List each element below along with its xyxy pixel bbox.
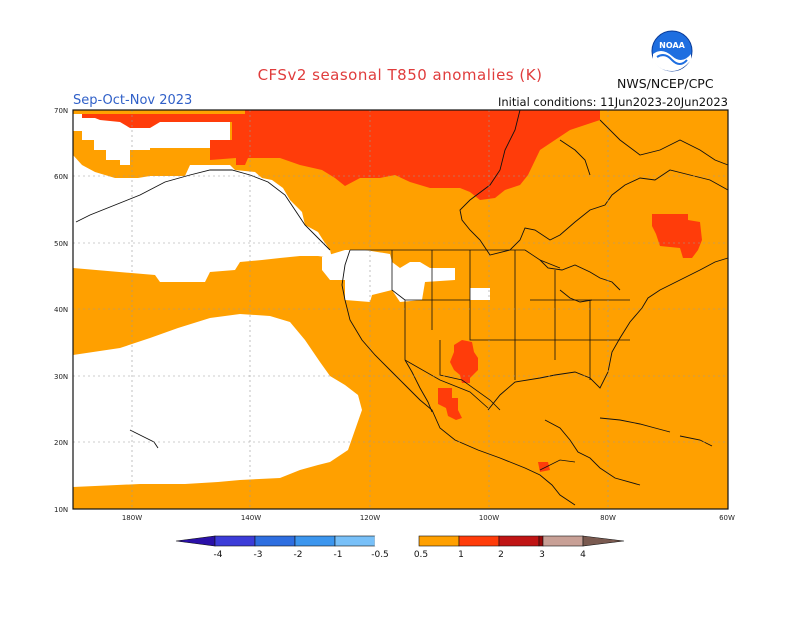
colorbar-segment <box>582 535 625 547</box>
logo-text: NOAA <box>659 41 685 50</box>
colorbar-label: 0.5 <box>414 550 428 560</box>
agency-label: NWS/NCEP/CPC <box>617 76 714 91</box>
lat-tick-label: 60N <box>54 173 68 181</box>
lon-tick-label: 180W <box>122 514 142 522</box>
near-normal-subtropical-pacific <box>73 314 362 487</box>
warm-anomaly-mexico <box>438 388 462 420</box>
map-area <box>73 110 728 509</box>
colorbar-label: -3 <box>254 550 263 560</box>
lon-tick-label: 60W <box>719 514 735 522</box>
colorbar-label: -1 <box>334 550 343 560</box>
near-normal-pacific-northwest <box>322 250 455 302</box>
warm-anomaly-new-mexico <box>450 340 478 383</box>
colorbar-segment <box>418 535 460 547</box>
lat-ticks: 70N 60N 50N 40N 30N 20N 10N <box>54 107 68 514</box>
colorbar-label: -0.5 <box>371 550 389 560</box>
lon-tick-label: 100W <box>479 514 499 522</box>
colorbar-segment <box>175 535 216 547</box>
colorbar: -4 -3 -2 -1 -0.5 0.5 1 2 3 4 <box>175 535 625 560</box>
season-label: Sep-Oct-Nov 2023 <box>73 93 193 108</box>
colorbar-label: 3 <box>539 550 545 560</box>
colorbar-segment <box>458 535 500 547</box>
colorbar-segment <box>538 535 544 547</box>
colorbar-segment <box>334 535 376 547</box>
colorbar-segment <box>542 535 584 547</box>
lat-tick-label: 20N <box>54 439 68 447</box>
map-frame <box>72 109 729 510</box>
lon-ticks: 180W 140W 120W 100W 80W 60W <box>122 514 735 522</box>
initial-conditions-label: Initial conditions: 11Jun2023-20Jun2023 <box>497 95 728 109</box>
near-normal-central-plains <box>470 288 490 300</box>
colorbar-segment <box>254 535 296 547</box>
lon-tick-label: 120W <box>360 514 380 522</box>
colorbar-label: 1 <box>458 550 464 560</box>
warm-anomaly-quebec <box>652 214 702 258</box>
colorbar-segment <box>374 535 420 547</box>
colorbar-segment <box>498 535 540 547</box>
lat-tick-label: 50N <box>54 240 68 248</box>
colorbar-label: 4 <box>580 550 586 560</box>
lat-tick-label: 30N <box>54 373 68 381</box>
political-boundaries <box>350 249 630 471</box>
colorbar-label: -2 <box>294 550 303 560</box>
graticule <box>73 110 728 509</box>
lat-tick-label: 70N <box>54 107 68 115</box>
coastlines <box>75 109 729 506</box>
map-title: CFSv2 seasonal T850 anomalies (K) <box>257 66 543 84</box>
colorbar-segment <box>214 535 256 547</box>
lat-tick-label: 10N <box>54 506 68 514</box>
lat-tick-label: 40N <box>54 306 68 314</box>
near-normal-arctic <box>73 114 245 165</box>
colorbar-label: 2 <box>498 550 504 560</box>
noaa-logo-icon: NOAA <box>651 30 693 72</box>
colorbar-label: -4 <box>214 550 223 560</box>
lon-tick-label: 140W <box>241 514 261 522</box>
near-normal-north-pacific <box>73 130 332 282</box>
colorbar-segment <box>294 535 336 547</box>
lon-tick-label: 80W <box>600 514 616 522</box>
warm-anomaly-canada-north <box>82 110 600 200</box>
